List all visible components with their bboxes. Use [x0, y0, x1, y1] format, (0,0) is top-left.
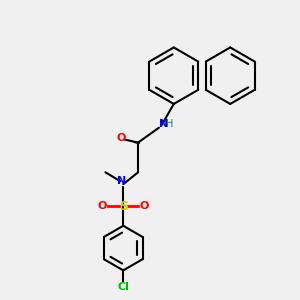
Text: O: O [140, 202, 149, 212]
Text: Cl: Cl [117, 282, 129, 292]
Text: O: O [98, 202, 107, 212]
Text: O: O [116, 133, 126, 143]
Text: S: S [119, 200, 128, 213]
Text: N: N [159, 119, 168, 129]
Text: H: H [166, 119, 173, 129]
Text: N: N [117, 176, 126, 186]
